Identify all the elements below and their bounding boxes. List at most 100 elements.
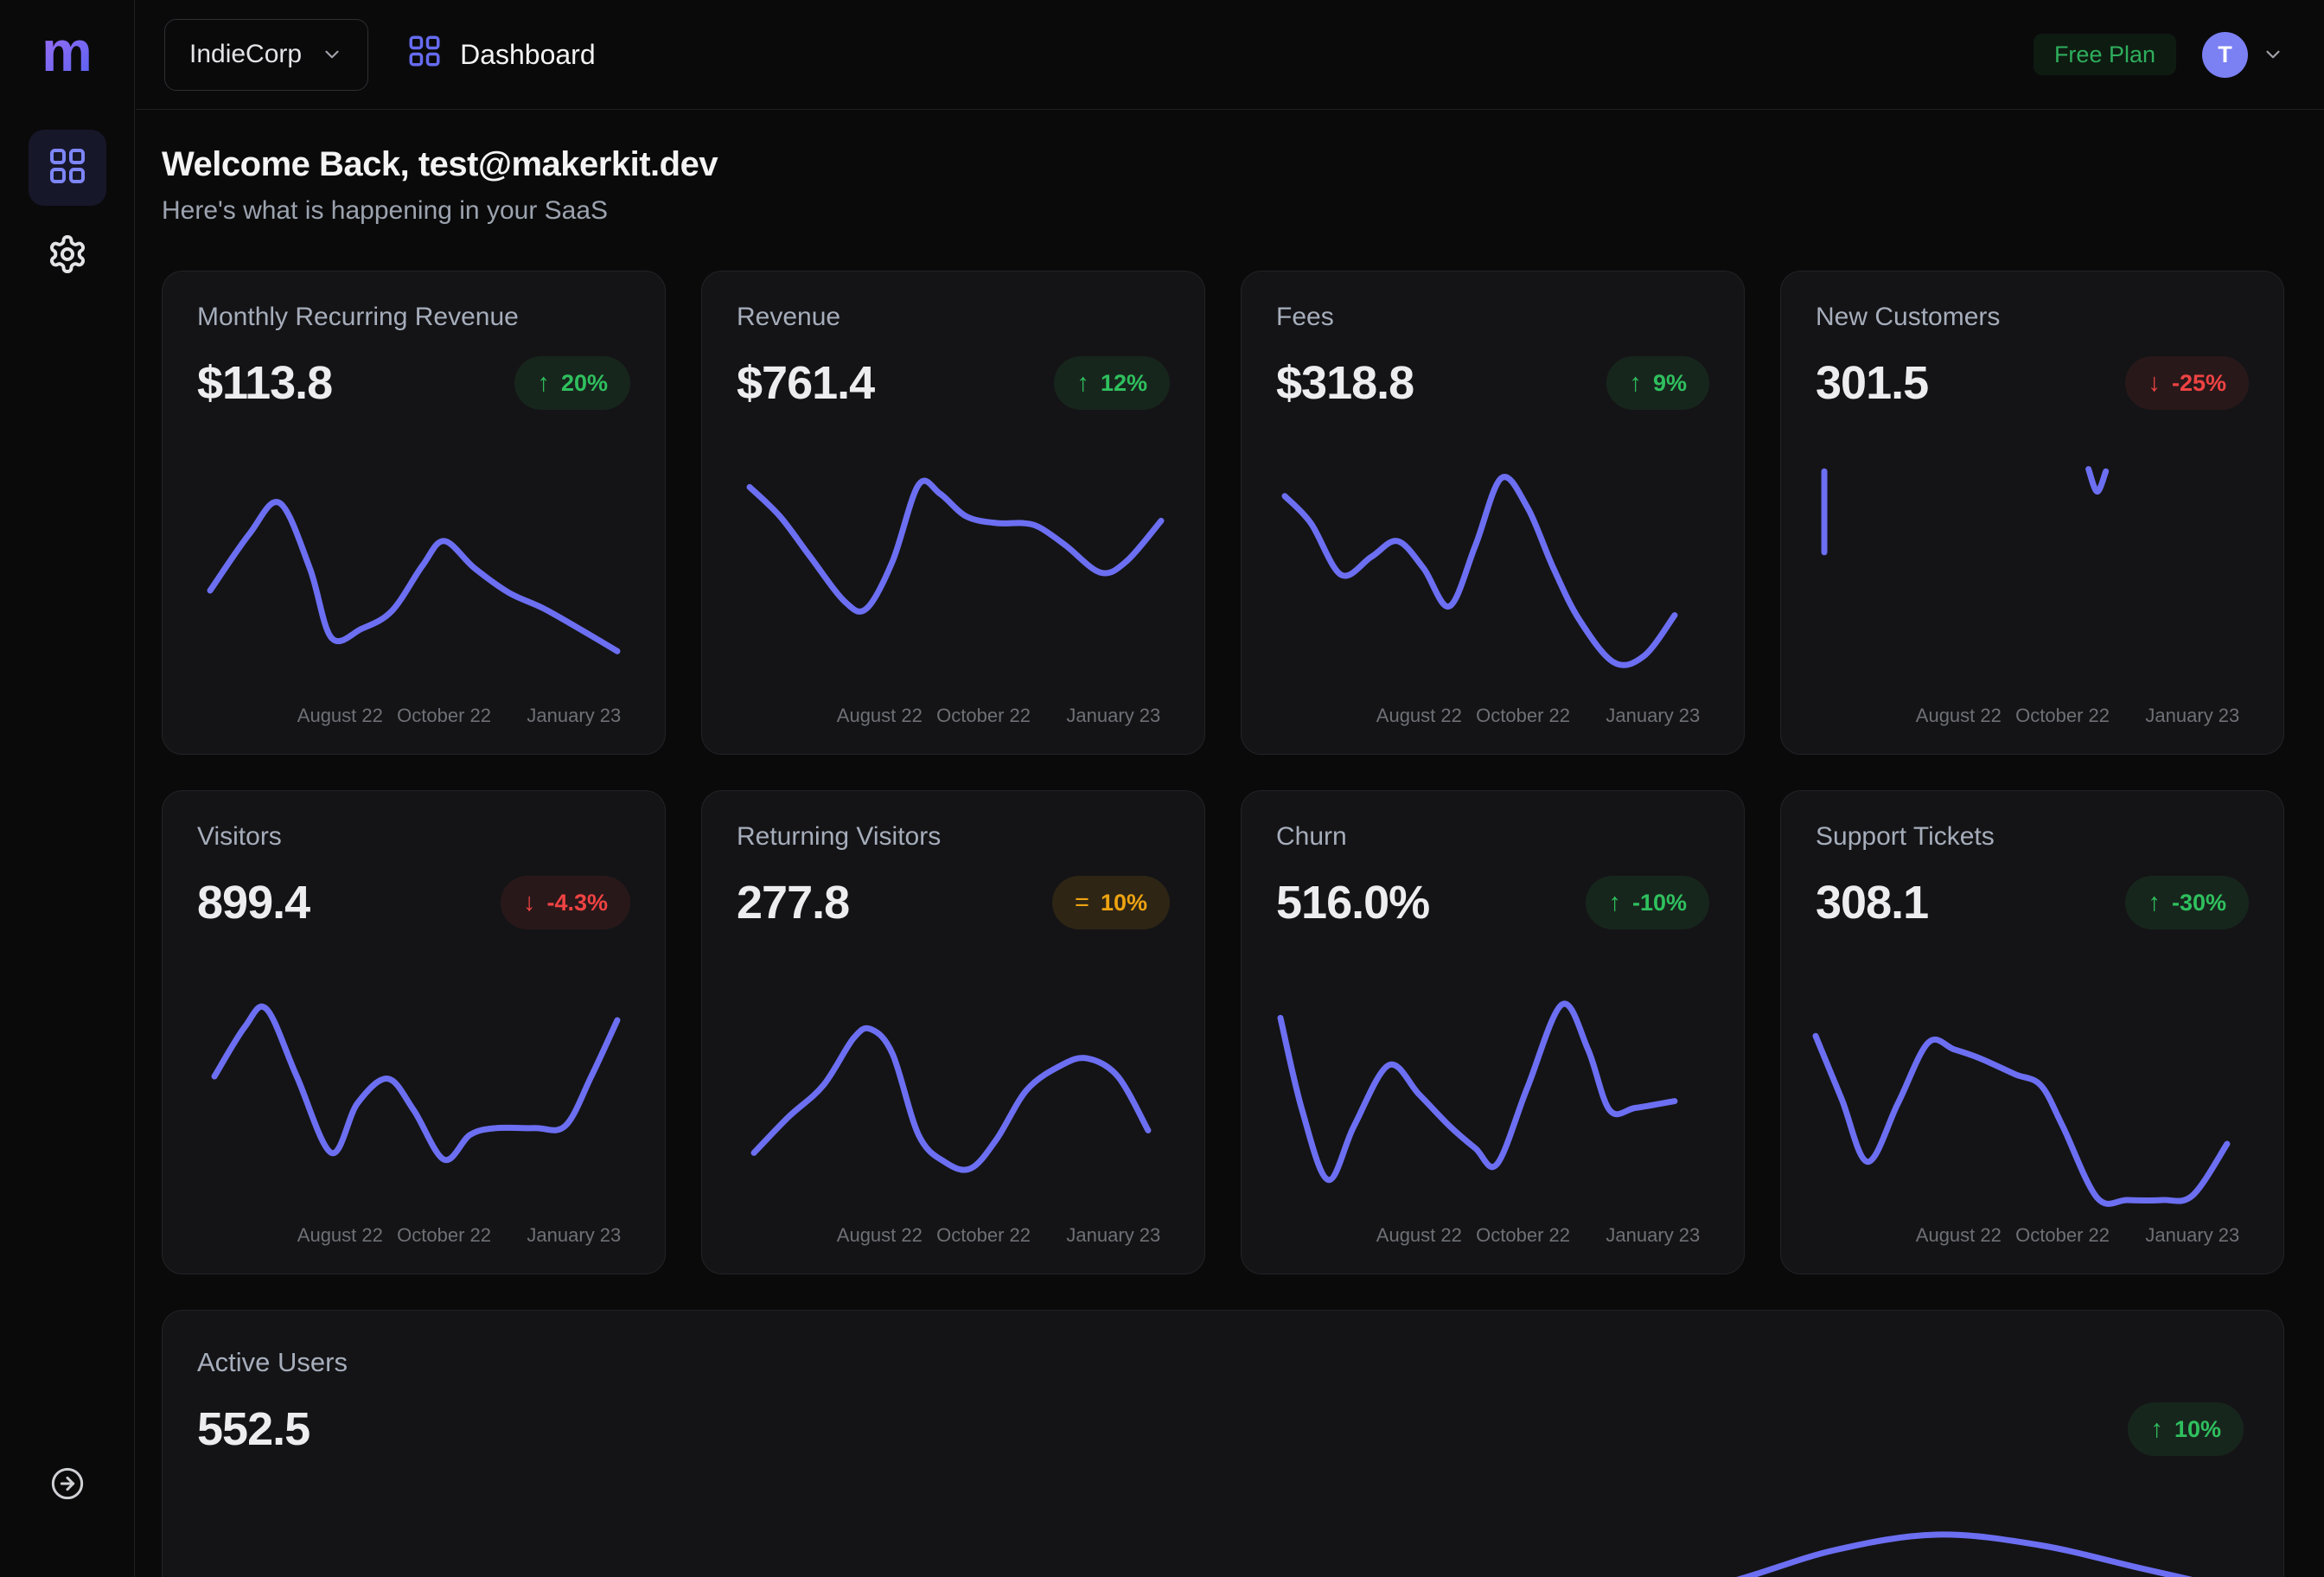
trend-badge-label: 20% [560, 369, 608, 396]
stat-card-new-customers: New Customers 301.5 ↓ -25% August 22 Octo… [1780, 271, 2284, 755]
trend-badge-label: 10% [1100, 889, 1147, 916]
trend-up-icon: ↑ [2148, 888, 2161, 916]
x-axis-label: January 23 [1606, 1224, 1701, 1246]
sidebar-item-settings[interactable] [29, 218, 106, 294]
account-menu-button[interactable]: T [2202, 31, 2284, 78]
topbar: IndieCorp Dashboard Free Plan T [136, 0, 2324, 110]
x-axis-label: January 23 [2145, 705, 2240, 726]
sparkline-chart [1816, 986, 2249, 1211]
stat-card-value: 552.5 [197, 1403, 310, 1455]
stat-card-fees: Fees $318.8 ↑ 9% August 22 October 22 Jan… [1241, 271, 1745, 755]
trend-badge: ↑ 20% [514, 356, 630, 410]
trend-badge-label: -10% [1631, 889, 1687, 916]
x-axis-label: October 22 [397, 705, 491, 726]
dashboard-grid-icon [47, 145, 88, 191]
x-axis-label: January 23 [1606, 705, 1701, 726]
sparkline-chart [737, 467, 1170, 692]
x-axis-label: August 22 [1915, 1224, 2002, 1246]
sidebar-item-dashboard[interactable] [28, 130, 106, 206]
trend-up-icon: ↑ [1608, 888, 1621, 916]
x-axis-label: August 22 [836, 705, 923, 726]
x-axis-label: January 23 [2145, 1224, 2240, 1246]
x-axis-label: August 22 [1376, 705, 1462, 726]
x-axis-labels: August 22 October 22 January 23 [737, 699, 1170, 733]
stat-card-title: Churn [1276, 822, 1347, 851]
x-axis-label: October 22 [936, 1224, 1031, 1246]
workspace-selector[interactable]: IndieCorp [164, 18, 369, 91]
trend-down-icon: ↓ [522, 888, 536, 916]
trend-badge-label: -30% [2171, 889, 2226, 916]
stat-card-title: Active Users [197, 1347, 348, 1377]
sidebar-expand-button[interactable] [50, 1466, 85, 1505]
brand-logo: m [42, 19, 93, 83]
topbar-right: Free Plan T [2033, 31, 2284, 78]
chevron-down-icon [321, 43, 343, 66]
stat-card-value: 277.8 [737, 877, 850, 929]
x-axis-label: August 22 [297, 705, 383, 726]
stat-card-title: Revenue [737, 303, 841, 331]
x-axis-label: January 23 [527, 705, 622, 726]
sparkline-chart [737, 986, 1170, 1211]
x-axis-labels: August 22 October 22 January 23 [197, 699, 630, 733]
x-axis-label: October 22 [2015, 1224, 2110, 1246]
stat-card-value: 516.0% [1276, 877, 1430, 929]
stat-card-title: Monthly Recurring Revenue [197, 303, 519, 331]
x-axis-labels: August 22 October 22 January 23 [1276, 699, 1709, 733]
plan-badge[interactable]: Free Plan [2033, 34, 2176, 75]
stat-card-churn: Churn 516.0% ↑ -10% August 22 October 22 … [1241, 790, 1745, 1274]
x-axis-label: January 23 [1066, 705, 1161, 726]
x-axis-labels: August 22 October 22 January 23 [1276, 1218, 1709, 1253]
x-axis-label: October 22 [1476, 1224, 1570, 1246]
chevron-down-icon [2262, 43, 2284, 66]
stat-card-title: Support Tickets [1816, 822, 1995, 851]
trend-down-icon: ↓ [2148, 368, 2161, 397]
sparkline-chart [197, 986, 630, 1211]
stats-grid: Monthly Recurring Revenue $113.8 ↑ 20% Au… [162, 271, 2284, 1274]
workspace-name: IndieCorp [189, 40, 303, 68]
stat-card-title: Returning Visitors [737, 822, 942, 851]
sparkline-chart [1816, 467, 2249, 692]
gear-icon [47, 233, 88, 279]
stat-card-returning-visitors: Returning Visitors 277.8 = 10% August 22 … [701, 790, 1205, 1274]
x-axis-label: October 22 [397, 1224, 491, 1246]
trend-badge: ↓ -25% [2125, 356, 2249, 410]
stat-card-support-tickets: Support Tickets 308.1 ↑ -30% August 22 Oc… [1780, 790, 2284, 1274]
trend-badge-label: 12% [1100, 369, 1147, 396]
main-content: Welcome Back, test@makerkit.dev Here's w… [136, 111, 2324, 1577]
x-axis-labels: August 22 October 22 January 23 [197, 1218, 630, 1253]
x-axis-label: August 22 [836, 1224, 923, 1246]
trend-badge: ↓ -4.3% [500, 876, 630, 929]
x-axis-labels: August 22 October 22 January 23 [737, 1218, 1170, 1253]
trend-badge-label: 9% [1652, 369, 1687, 396]
stat-card-title: Fees [1276, 303, 1334, 331]
stat-card-value: 308.1 [1816, 877, 1929, 929]
stat-card-title: Visitors [197, 822, 282, 851]
stat-card-title: New Customers [1816, 303, 2001, 331]
trend-up-icon: ↑ [2150, 1414, 2163, 1443]
x-axis-label: October 22 [1476, 705, 1570, 726]
arrow-right-circle-icon [50, 1466, 85, 1505]
trend-badge: ↑ 10% [2128, 1402, 2244, 1456]
trend-badge-label: 10% [2174, 1415, 2221, 1442]
stat-card-mrr: Monthly Recurring Revenue $113.8 ↑ 20% Au… [162, 271, 666, 755]
trend-up-icon: ↑ [537, 368, 550, 397]
trend-badge: ↑ -10% [1586, 876, 1709, 929]
x-axis-label: October 22 [2015, 705, 2110, 726]
x-axis-label: October 22 [936, 705, 1031, 726]
stat-card-value: $113.8 [197, 357, 333, 409]
trend-flat-icon: = [1075, 888, 1089, 916]
trend-up-icon: ↑ [1629, 368, 1642, 397]
x-axis-label: January 23 [1066, 1224, 1161, 1246]
welcome-title: Welcome Back, test@makerkit.dev [162, 145, 718, 183]
trend-badge: ↑ 9% [1606, 356, 1709, 410]
stat-card-value: $318.8 [1276, 357, 1414, 409]
stat-card-active-users: Active Users 552.5 ↑ 10% [162, 1310, 2284, 1577]
trend-badge-label: -4.3% [546, 889, 608, 916]
trend-badge: ↑ 12% [1054, 356, 1170, 410]
trend-badge-label: -25% [2171, 369, 2226, 396]
sparkline-chart [1276, 986, 1709, 1211]
x-axis-label: January 23 [527, 1224, 622, 1246]
avatar: T [2202, 31, 2248, 78]
sidebar: m [0, 0, 135, 1577]
